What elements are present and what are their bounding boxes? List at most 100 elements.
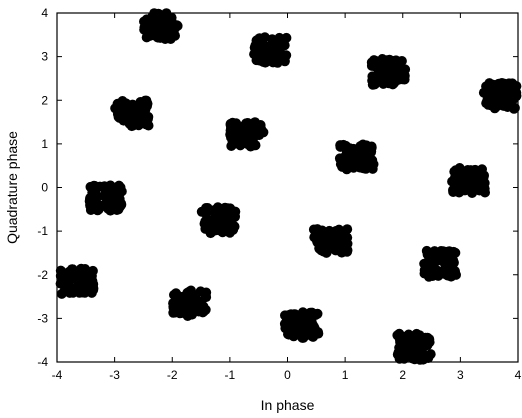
data-point (187, 309, 197, 320)
data-point (117, 96, 128, 106)
data-point (220, 202, 231, 213)
data-point (431, 255, 442, 266)
x-tick-label: 0 (284, 368, 291, 382)
data-point (453, 174, 463, 185)
x-tick-label: -2 (167, 368, 178, 382)
x-tick-label: -4 (52, 368, 63, 382)
data-point (330, 226, 341, 236)
y-tick-label: -3 (37, 311, 48, 325)
data-point (105, 180, 116, 191)
x-tick-label: 2 (399, 368, 406, 382)
x-tick-label: -3 (109, 368, 120, 382)
data-point (73, 270, 84, 281)
data-point (222, 222, 233, 233)
y-axis-label: Quadrature phase (4, 131, 20, 244)
x-tick-label: 3 (457, 368, 464, 382)
data-point (348, 162, 359, 173)
data-point (265, 48, 276, 59)
data-point (403, 329, 414, 340)
data-point (307, 331, 317, 342)
axis-ticks: -4 -3 -2 -1 0 1 2 3 4 -4 -3 -2 -1 0 1 2 3 4 (37, 6, 521, 382)
y-tick-label: 2 (41, 93, 48, 107)
data-point (443, 267, 453, 278)
data-point (77, 285, 88, 296)
data-point (504, 78, 514, 89)
constellation-cluster (447, 163, 490, 198)
data-point (423, 256, 434, 266)
constellation-cluster (334, 139, 379, 175)
data-point (384, 54, 395, 65)
data-point (139, 16, 149, 27)
data-point (105, 200, 116, 210)
data-point (254, 33, 265, 44)
data-point (452, 185, 463, 196)
y-tick-label: -1 (37, 224, 48, 238)
data-point (334, 153, 345, 164)
data-point (283, 323, 294, 334)
data-point (231, 118, 242, 129)
data-point (421, 245, 432, 256)
data-point (394, 334, 405, 345)
data-point (212, 202, 223, 213)
data-point (509, 103, 519, 114)
data-point (342, 246, 353, 257)
data-point (340, 232, 350, 242)
data-point (317, 225, 328, 236)
data-point (161, 32, 171, 42)
data-point (56, 288, 67, 299)
data-point (319, 243, 330, 254)
data-point (200, 220, 211, 231)
y-tick-label: 4 (41, 6, 48, 20)
data-point (460, 174, 471, 185)
data-point (419, 268, 430, 279)
data-point (401, 342, 412, 353)
x-tick-label: 4 (515, 368, 522, 382)
constellation-cluster (392, 328, 436, 365)
data-point (501, 100, 512, 111)
data-point (213, 214, 224, 225)
data-point (436, 246, 447, 256)
data-point (385, 76, 396, 87)
constellation-cluster (84, 180, 127, 216)
data-point (398, 353, 409, 363)
data-point (427, 270, 438, 281)
data-point (299, 323, 310, 333)
x-tick-label: -1 (225, 368, 236, 382)
data-point (338, 139, 349, 150)
constellation-cluster (249, 32, 292, 68)
data-point (189, 295, 200, 306)
data-point (267, 35, 278, 46)
data-point (113, 112, 124, 122)
data-clusters (55, 8, 522, 365)
data-point (231, 134, 242, 145)
data-point (442, 254, 453, 265)
data-point (323, 233, 334, 244)
data-point (250, 40, 261, 51)
data-point (86, 284, 97, 295)
data-point (137, 106, 147, 117)
data-point (376, 56, 387, 67)
data-point (199, 207, 210, 218)
constellation-cluster (168, 285, 212, 321)
data-point (247, 140, 258, 151)
data-point (484, 82, 495, 92)
y-tick-label: -4 (37, 355, 48, 369)
data-point (393, 58, 404, 69)
data-point (315, 235, 326, 246)
data-point (240, 125, 251, 135)
y-tick-label: -2 (37, 268, 48, 282)
data-point (249, 49, 260, 60)
data-point (365, 160, 376, 171)
data-point (300, 311, 311, 322)
constellation-cluster (225, 117, 269, 152)
x-tick-label: 1 (342, 368, 349, 382)
data-point (149, 25, 160, 36)
data-point (85, 205, 96, 215)
constellation-cluster (308, 224, 353, 258)
data-point (366, 141, 377, 152)
data-point (89, 180, 99, 191)
data-point (114, 200, 125, 211)
data-point (172, 20, 183, 31)
constellation-cluster (478, 78, 522, 114)
data-point (413, 351, 424, 362)
